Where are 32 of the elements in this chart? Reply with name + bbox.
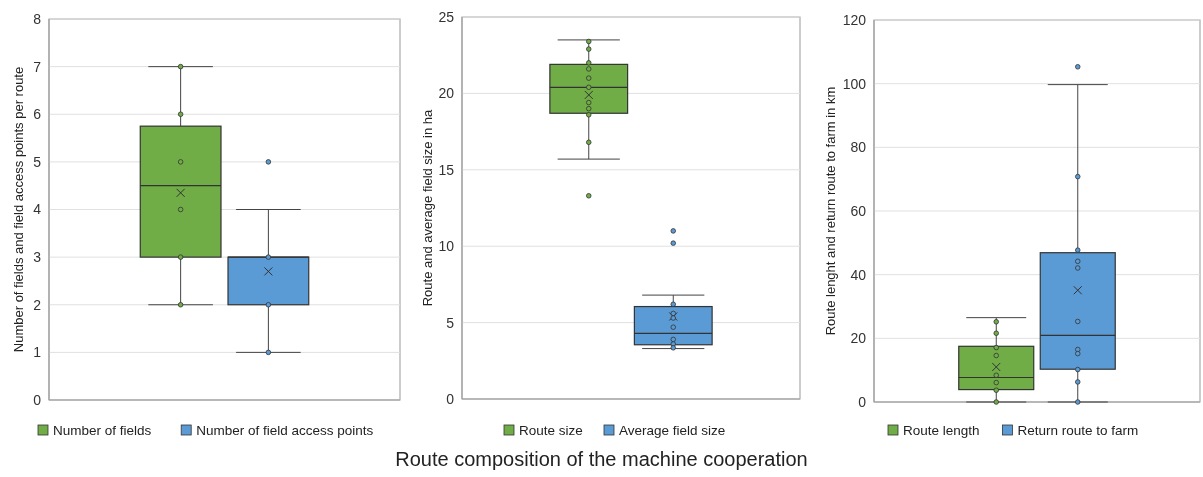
- y-tick-label: 2: [33, 296, 42, 313]
- y-tick-label: 80: [850, 139, 867, 156]
- y-tick-label: 15: [438, 161, 455, 178]
- y-tick-label: 0: [446, 390, 455, 407]
- legend-label: Route size: [519, 422, 583, 438]
- legend-label: Average field size: [619, 422, 726, 438]
- y-tick-label: 5: [33, 153, 42, 170]
- y-axis-title: Route and average field size in ha: [419, 108, 435, 307]
- y-tick-label: 40: [850, 266, 867, 283]
- y-tick-label: 10: [438, 238, 455, 255]
- y-tick-label: 0: [33, 391, 42, 408]
- legend-label: Number of field access points: [196, 422, 374, 438]
- y-tick-label: 60: [850, 202, 867, 219]
- y-axis-title: Number of fields and field access points per route: [10, 66, 26, 353]
- legend-label: Return route to farm: [1017, 422, 1139, 438]
- y-tick-label: 1: [33, 344, 42, 361]
- y-tick-label: 20: [438, 85, 455, 102]
- y-tick-label: 25: [438, 8, 455, 25]
- y-tick-label: 20: [850, 330, 867, 347]
- y-tick-label: 8: [33, 10, 42, 27]
- y-tick-label: 0: [858, 393, 867, 410]
- legend-label: Number of fields: [53, 422, 152, 438]
- y-tick-label: 4: [33, 201, 42, 218]
- y-tick-label: 7: [33, 58, 42, 75]
- y-tick-label: 6: [33, 106, 42, 123]
- y-tick-label: 100: [842, 75, 867, 92]
- y-tick-label: 5: [446, 314, 455, 331]
- legend-label: Route length: [903, 422, 980, 438]
- y-tick-label: 120: [842, 11, 867, 28]
- y-tick-label: 3: [33, 249, 42, 266]
- text: Route composition of the machine cooperation: [395, 448, 808, 470]
- y-axis-title: Route lenght and return route to farm in km: [822, 86, 838, 336]
